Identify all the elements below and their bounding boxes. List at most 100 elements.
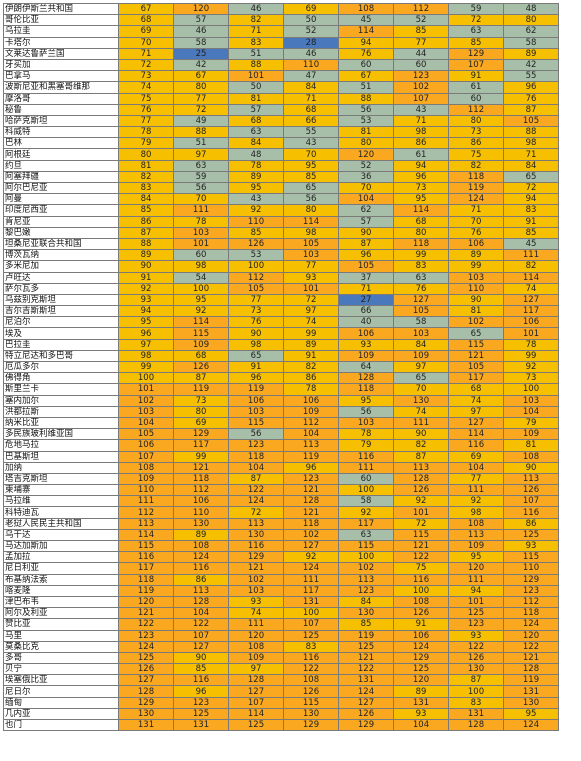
rank-cell[interactable]: 58	[393, 316, 449, 329]
rank-cell[interactable]: 125	[228, 718, 284, 732]
rank-cell[interactable]: 107	[503, 495, 559, 508]
country-name-cell[interactable]: 阿根廷	[3, 148, 119, 161]
rank-cell[interactable]: 67	[173, 70, 229, 83]
rank-cell[interactable]: 89	[283, 338, 339, 351]
country-name-cell[interactable]: 埃塞俄比亚	[3, 674, 119, 687]
rank-cell[interactable]: 97	[393, 360, 449, 374]
rank-cell[interactable]: 116	[393, 573, 449, 586]
rank-cell[interactable]: 57	[173, 14, 229, 27]
rank-cell[interactable]: 80	[118, 148, 174, 161]
rank-cell[interactable]: 124	[173, 551, 229, 564]
country-name-cell[interactable]: 肯尼亚	[3, 215, 119, 228]
rank-cell[interactable]: 100	[448, 685, 504, 698]
rank-cell[interactable]: 82	[228, 14, 284, 27]
rank-cell[interactable]: 94	[448, 584, 504, 597]
rank-cell[interactable]: 115	[283, 696, 339, 709]
country-name-cell[interactable]: 多民族玻利维亚国	[3, 428, 119, 441]
rank-cell[interactable]: 87	[393, 450, 449, 463]
rank-cell[interactable]: 124	[338, 685, 394, 698]
rank-cell[interactable]: 98	[118, 349, 174, 363]
rank-cell[interactable]: 122	[118, 618, 174, 631]
rank-cell[interactable]: 127	[503, 293, 559, 307]
rank-cell[interactable]: 70	[393, 383, 449, 396]
rank-cell[interactable]: 87	[448, 674, 504, 687]
rank-cell[interactable]: 119	[283, 450, 339, 463]
rank-cell[interactable]: 118	[448, 170, 504, 184]
rank-cell[interactable]: 77	[173, 92, 229, 105]
rank-cell[interactable]: 125	[283, 629, 339, 642]
rank-cell[interactable]: 106	[448, 237, 504, 251]
rank-cell[interactable]: 120	[173, 2, 229, 16]
rank-cell[interactable]: 125	[503, 528, 559, 542]
rank-cell[interactable]: 70	[338, 181, 394, 195]
rank-cell[interactable]: 71	[118, 47, 174, 60]
rank-cell[interactable]: 83	[503, 204, 559, 217]
rank-cell[interactable]: 28	[283, 36, 339, 49]
rank-cell[interactable]: 96	[338, 249, 394, 262]
rank-cell[interactable]: 53	[228, 249, 284, 262]
rank-cell[interactable]: 97	[228, 663, 284, 676]
rank-cell[interactable]: 130	[503, 696, 559, 709]
rank-cell[interactable]: 105	[448, 360, 504, 374]
rank-cell[interactable]: 78	[118, 126, 174, 139]
rank-cell[interactable]: 125	[118, 651, 174, 665]
rank-cell[interactable]: 99	[283, 327, 339, 340]
rank-cell[interactable]: 121	[283, 484, 339, 497]
rank-cell[interactable]: 120	[228, 629, 284, 642]
rank-cell[interactable]: 52	[283, 25, 339, 38]
rank-cell[interactable]: 95	[503, 707, 559, 721]
rank-cell[interactable]: 108	[393, 595, 449, 609]
rank-cell[interactable]: 104	[448, 461, 504, 474]
rank-cell[interactable]: 84	[338, 595, 394, 609]
rank-cell[interactable]: 119	[338, 629, 394, 642]
rank-cell[interactable]: 48	[503, 2, 559, 16]
rank-cell[interactable]: 106	[228, 394, 284, 407]
rank-cell[interactable]: 58	[503, 36, 559, 49]
rank-cell[interactable]: 47	[283, 70, 339, 83]
rank-cell[interactable]: 43	[283, 137, 339, 150]
rank-cell[interactable]: 103	[338, 416, 394, 430]
rank-cell[interactable]: 117	[338, 517, 394, 530]
rank-cell[interactable]: 68	[228, 114, 284, 128]
rank-cell[interactable]: 115	[393, 528, 449, 542]
rank-cell[interactable]: 111	[283, 573, 339, 586]
rank-cell[interactable]: 130	[118, 707, 174, 721]
country-name-cell[interactable]: 哥伦比亚	[3, 14, 119, 27]
country-name-cell[interactable]: 科特迪瓦	[3, 506, 119, 519]
rank-cell[interactable]: 82	[503, 260, 559, 273]
rank-cell[interactable]: 104	[503, 405, 559, 418]
rank-cell[interactable]: 118	[118, 573, 174, 586]
rank-cell[interactable]: 76	[228, 316, 284, 329]
rank-cell[interactable]: 75	[448, 148, 504, 161]
rank-cell[interactable]: 103	[503, 394, 559, 407]
rank-cell[interactable]: 104	[228, 461, 284, 474]
rank-cell[interactable]: 105	[228, 282, 284, 295]
rank-cell[interactable]: 122	[503, 640, 559, 653]
rank-cell[interactable]: 86	[118, 215, 174, 228]
rank-cell[interactable]: 37	[338, 271, 394, 284]
rank-cell[interactable]: 95	[338, 394, 394, 407]
rank-cell[interactable]: 123	[118, 629, 174, 642]
rank-cell[interactable]: 112	[393, 2, 449, 16]
country-name-cell[interactable]: 巴拿马	[3, 70, 119, 83]
rank-cell[interactable]: 112	[118, 506, 174, 519]
rank-cell[interactable]: 128	[118, 685, 174, 698]
rank-cell[interactable]: 77	[228, 293, 284, 307]
country-name-cell[interactable]: 摩洛哥	[3, 92, 119, 105]
rank-cell[interactable]: 69	[173, 416, 229, 430]
rank-cell[interactable]: 108	[448, 517, 504, 530]
rank-cell[interactable]: 82	[283, 360, 339, 374]
rank-cell[interactable]: 111	[228, 618, 284, 631]
rank-cell[interactable]: 43	[393, 103, 449, 116]
rank-cell[interactable]: 112	[503, 595, 559, 609]
rank-cell[interactable]: 126	[448, 651, 504, 665]
rank-cell[interactable]: 72	[448, 14, 504, 27]
rank-cell[interactable]: 49	[173, 114, 229, 128]
rank-cell[interactable]: 129	[503, 573, 559, 586]
rank-cell[interactable]: 56	[173, 181, 229, 195]
rank-cell[interactable]: 100	[118, 372, 174, 385]
country-name-cell[interactable]: 乌兹别克斯坦	[3, 293, 119, 307]
rank-cell[interactable]: 101	[448, 595, 504, 609]
rank-cell[interactable]: 59	[173, 170, 229, 184]
rank-cell[interactable]: 63	[448, 25, 504, 38]
